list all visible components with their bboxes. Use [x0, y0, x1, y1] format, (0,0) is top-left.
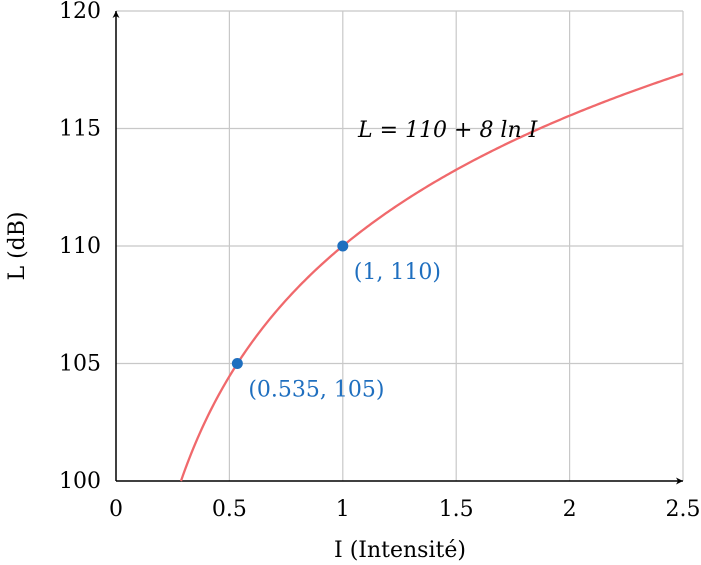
x-tick-label: 1: [336, 497, 350, 522]
x-axis-label: I (Intensité): [334, 538, 466, 563]
x-tick-label: 0.5: [212, 497, 247, 522]
data-point-1: [337, 240, 349, 252]
y-tick-label: 115: [59, 117, 101, 142]
x-tick-label: 2: [563, 497, 577, 522]
tick-labels: 0 0.5 1 1.5 2 2.5 100 105 110 115 120: [59, 0, 701, 522]
axes: [112, 11, 683, 485]
y-tick-label: 100: [59, 469, 101, 494]
data-point-label-0: (0.535, 105): [248, 378, 384, 403]
x-tick-label: 1.5: [439, 497, 474, 522]
data-point-label-1: (1, 110): [354, 260, 441, 285]
series-line-0: [179, 72, 684, 482]
y-tick-label: 110: [59, 234, 101, 259]
y-tick-label: 120: [59, 0, 101, 24]
equation-label: L = 110 + 8 ln I: [357, 118, 539, 143]
x-axis-arrow: [676, 477, 683, 485]
points-layer: (0.535, 105) (1, 110): [231, 240, 441, 403]
y-axis-label: L (dB): [5, 211, 30, 280]
grid: [116, 10, 684, 481]
x-tick-label: 0: [109, 497, 123, 522]
y-axis-arrow: [112, 11, 120, 18]
y-tick-label: 105: [59, 352, 101, 377]
x-tick-label: 2.5: [666, 497, 701, 522]
data-point-0: [231, 358, 243, 369]
curve-layer: [179, 72, 684, 482]
